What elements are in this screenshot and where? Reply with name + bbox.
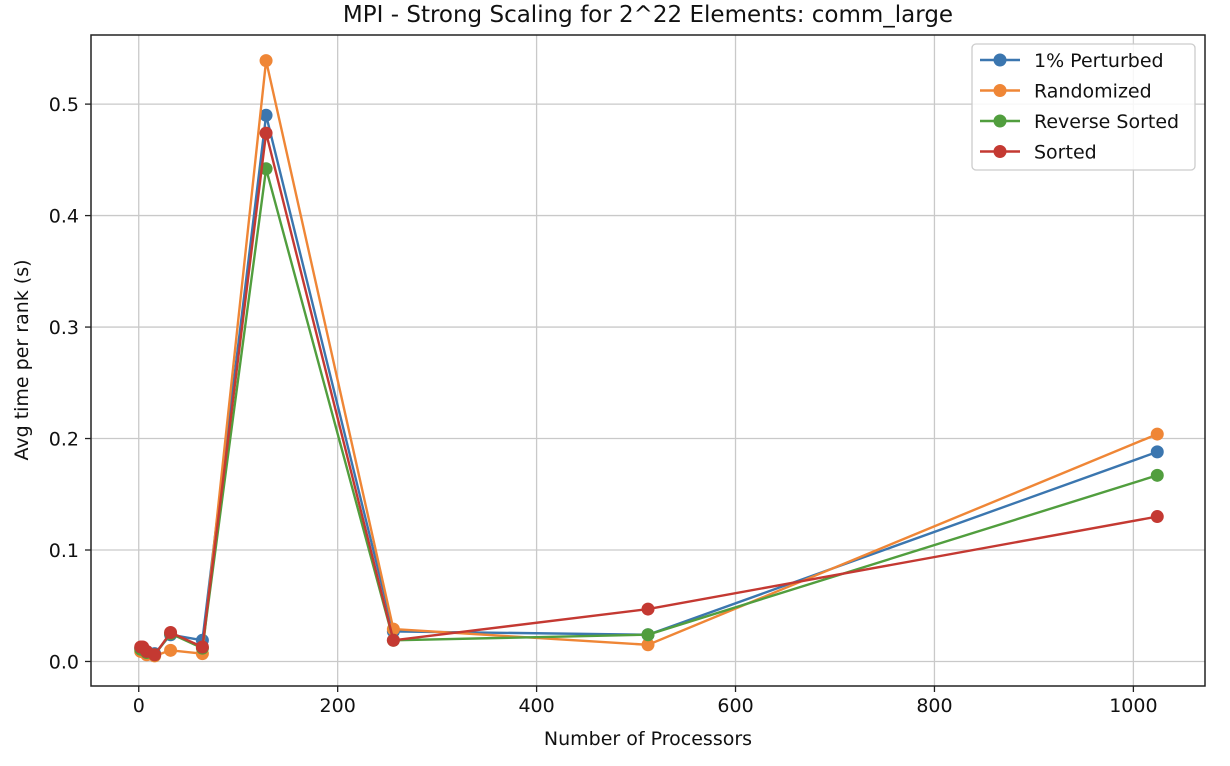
legend: 1% Perturbed Randomized Reverse Sorted Sort… bbox=[971, 43, 1196, 171]
legend-label: Reverse Sorted bbox=[1034, 111, 1179, 133]
x-tick-label: 800 bbox=[916, 695, 952, 717]
data-point bbox=[1150, 468, 1164, 482]
legend-item-reverse-sorted: Reverse Sorted bbox=[980, 111, 1179, 133]
data-point bbox=[259, 108, 273, 122]
data-point bbox=[386, 633, 400, 647]
legend-swatch-marker bbox=[993, 114, 1007, 128]
x-tick-label: 400 bbox=[518, 695, 554, 717]
series-line bbox=[140, 114, 1158, 655]
y-tick-label: 0.2 bbox=[49, 429, 79, 451]
data-point bbox=[641, 602, 655, 616]
data-point bbox=[641, 638, 655, 652]
legend-item-randomized: Randomized bbox=[980, 81, 1152, 103]
legend-box bbox=[971, 43, 1196, 171]
data-point bbox=[1150, 445, 1164, 459]
y-tick-label: 0.1 bbox=[49, 540, 79, 562]
data-point bbox=[1150, 510, 1164, 524]
legend-swatch-marker bbox=[993, 84, 1007, 97]
data-point bbox=[148, 648, 162, 662]
y-tick-label: 0.3 bbox=[49, 317, 79, 339]
plot-area-frame bbox=[90, 34, 1206, 687]
x-axis-label: Number of Processors bbox=[544, 728, 752, 750]
data-point bbox=[259, 126, 273, 140]
series-reverse-sorted bbox=[134, 162, 1164, 662]
legend-swatch-marker bbox=[993, 53, 1007, 67]
x-axis: 0 200 400 600 800 1000 bbox=[133, 686, 1158, 717]
y-tick-label: 0.0 bbox=[49, 651, 79, 673]
data-point bbox=[641, 628, 655, 642]
y-tick-label: 0.5 bbox=[49, 94, 79, 116]
data-point bbox=[259, 54, 273, 68]
series-sorted bbox=[134, 126, 1164, 662]
x-tick-label: 1000 bbox=[1109, 695, 1157, 717]
x-tick-label: 0 bbox=[133, 695, 145, 717]
legend-item-1-perturbed: 1% Perturbed bbox=[980, 50, 1164, 72]
legend-label: Randomized bbox=[1034, 81, 1152, 103]
y-tick-label: 0.4 bbox=[49, 206, 79, 228]
data-point bbox=[195, 640, 209, 654]
chart-title: MPI - Strong Scaling for 2^22 Elements: … bbox=[343, 2, 953, 28]
x-tick-label: 200 bbox=[320, 695, 356, 717]
data-point bbox=[1150, 427, 1164, 441]
data-point bbox=[164, 643, 178, 657]
legend-label: 1% Perturbed bbox=[1034, 50, 1164, 72]
y-axis: 0.0 0.1 0.2 0.3 0.4 0.5 bbox=[49, 94, 91, 673]
series-1-perturbed bbox=[134, 108, 1164, 661]
series-line bbox=[140, 131, 1158, 656]
legend-item-sorted: Sorted bbox=[980, 142, 1097, 164]
legend-label: Sorted bbox=[1034, 142, 1097, 164]
series-layer bbox=[134, 54, 1164, 663]
data-point bbox=[164, 625, 178, 639]
x-tick-label: 600 bbox=[717, 695, 753, 717]
y-axis-label: Avg time per rank (s) bbox=[11, 259, 33, 460]
legend-swatch-marker bbox=[993, 145, 1007, 158]
